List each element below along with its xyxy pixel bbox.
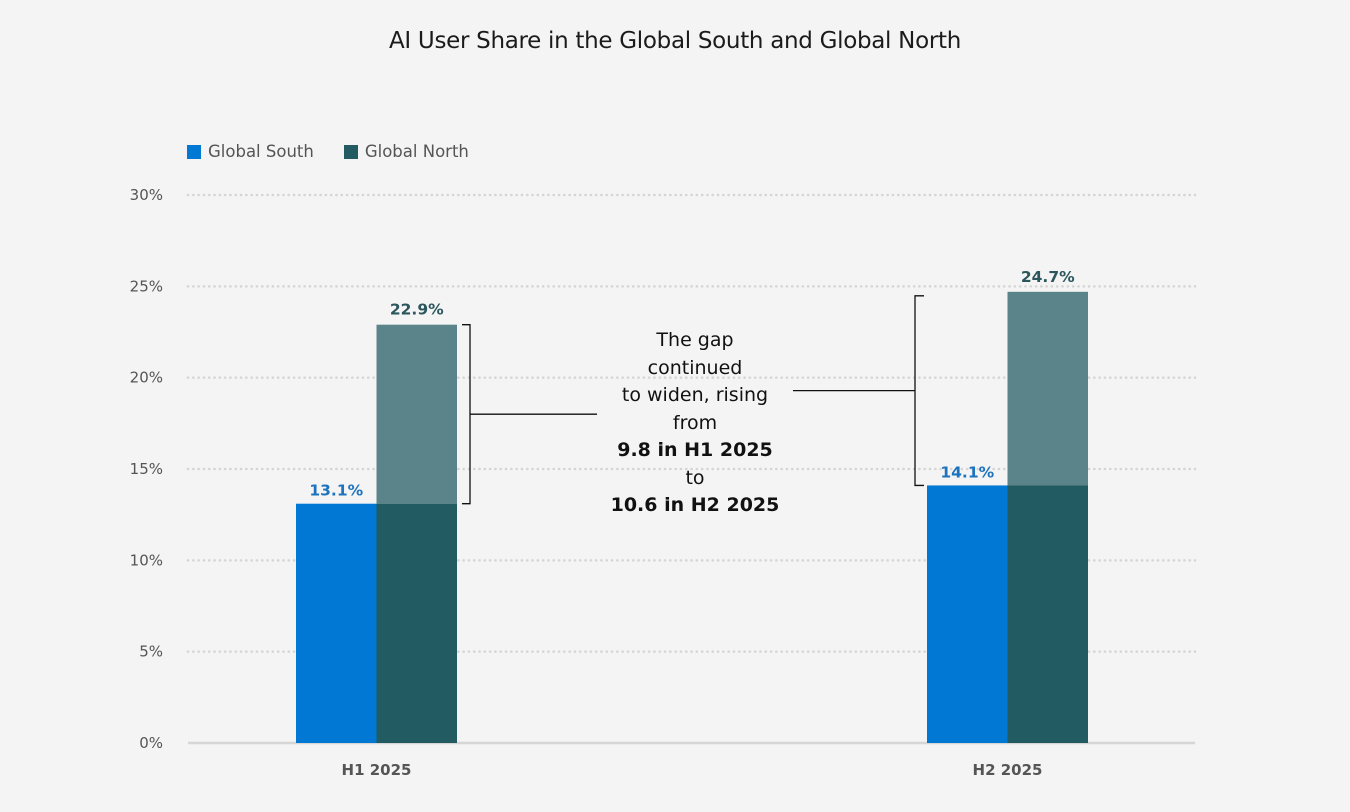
- annotation-line: from: [672, 411, 718, 434]
- y-tick-label: 15%: [130, 460, 163, 478]
- bracket-h1: [462, 324, 471, 505]
- bar-global-north-gap: [376, 324, 457, 504]
- legend-swatch-global-south: [187, 144, 201, 159]
- legend-swatch-global-north: [343, 144, 358, 159]
- annotation-line: The gap: [656, 329, 734, 351]
- annotation-bold-h2: 10.6 in H2 2025: [610, 494, 780, 516]
- annotation-line: to: [685, 466, 705, 489]
- y-tick-label: 0%: [139, 734, 163, 752]
- bracket-h2: [914, 295, 924, 487]
- y-tick-label: 5%: [139, 643, 163, 661]
- data-label-global-north: 24.7%: [1021, 268, 1075, 286]
- annotation-line: continued: [647, 356, 743, 379]
- legend: Global South Global North: [187, 142, 469, 161]
- bar-global-north: [376, 503, 457, 743]
- x-category-label: H1 2025: [342, 761, 412, 779]
- bar-global-north-gap: [1007, 291, 1088, 486]
- data-label-global-south: 13.1%: [309, 482, 363, 500]
- gap-annotation: The gap continued to widen, rising from …: [590, 327, 800, 520]
- y-tick-label: 30%: [130, 186, 163, 204]
- legend-item-global-north[interactable]: Global North: [343, 142, 469, 161]
- data-label-global-south: 14.1%: [940, 463, 994, 481]
- annotation-bold-h1: 9.8 in H1 2025: [617, 439, 773, 461]
- bar-global-south: [927, 485, 1008, 743]
- legend-item-global-south[interactable]: Global South: [187, 142, 314, 161]
- legend-label-global-north: Global North: [364, 142, 469, 161]
- chart-title: AI User Share in the Global South and Gl…: [388, 28, 961, 54]
- annotation-line: to widen, rising: [621, 384, 769, 406]
- data-label-global-north: 22.9%: [390, 301, 444, 319]
- bar-global-south: [296, 503, 377, 743]
- bar-global-north: [1007, 485, 1088, 743]
- x-category-label: H2 2025: [973, 761, 1043, 779]
- y-tick-label: 25%: [130, 277, 163, 295]
- legend-label-global-south: Global South: [208, 142, 314, 161]
- y-tick-label: 20%: [130, 369, 163, 387]
- y-tick-label: 10%: [130, 551, 163, 569]
